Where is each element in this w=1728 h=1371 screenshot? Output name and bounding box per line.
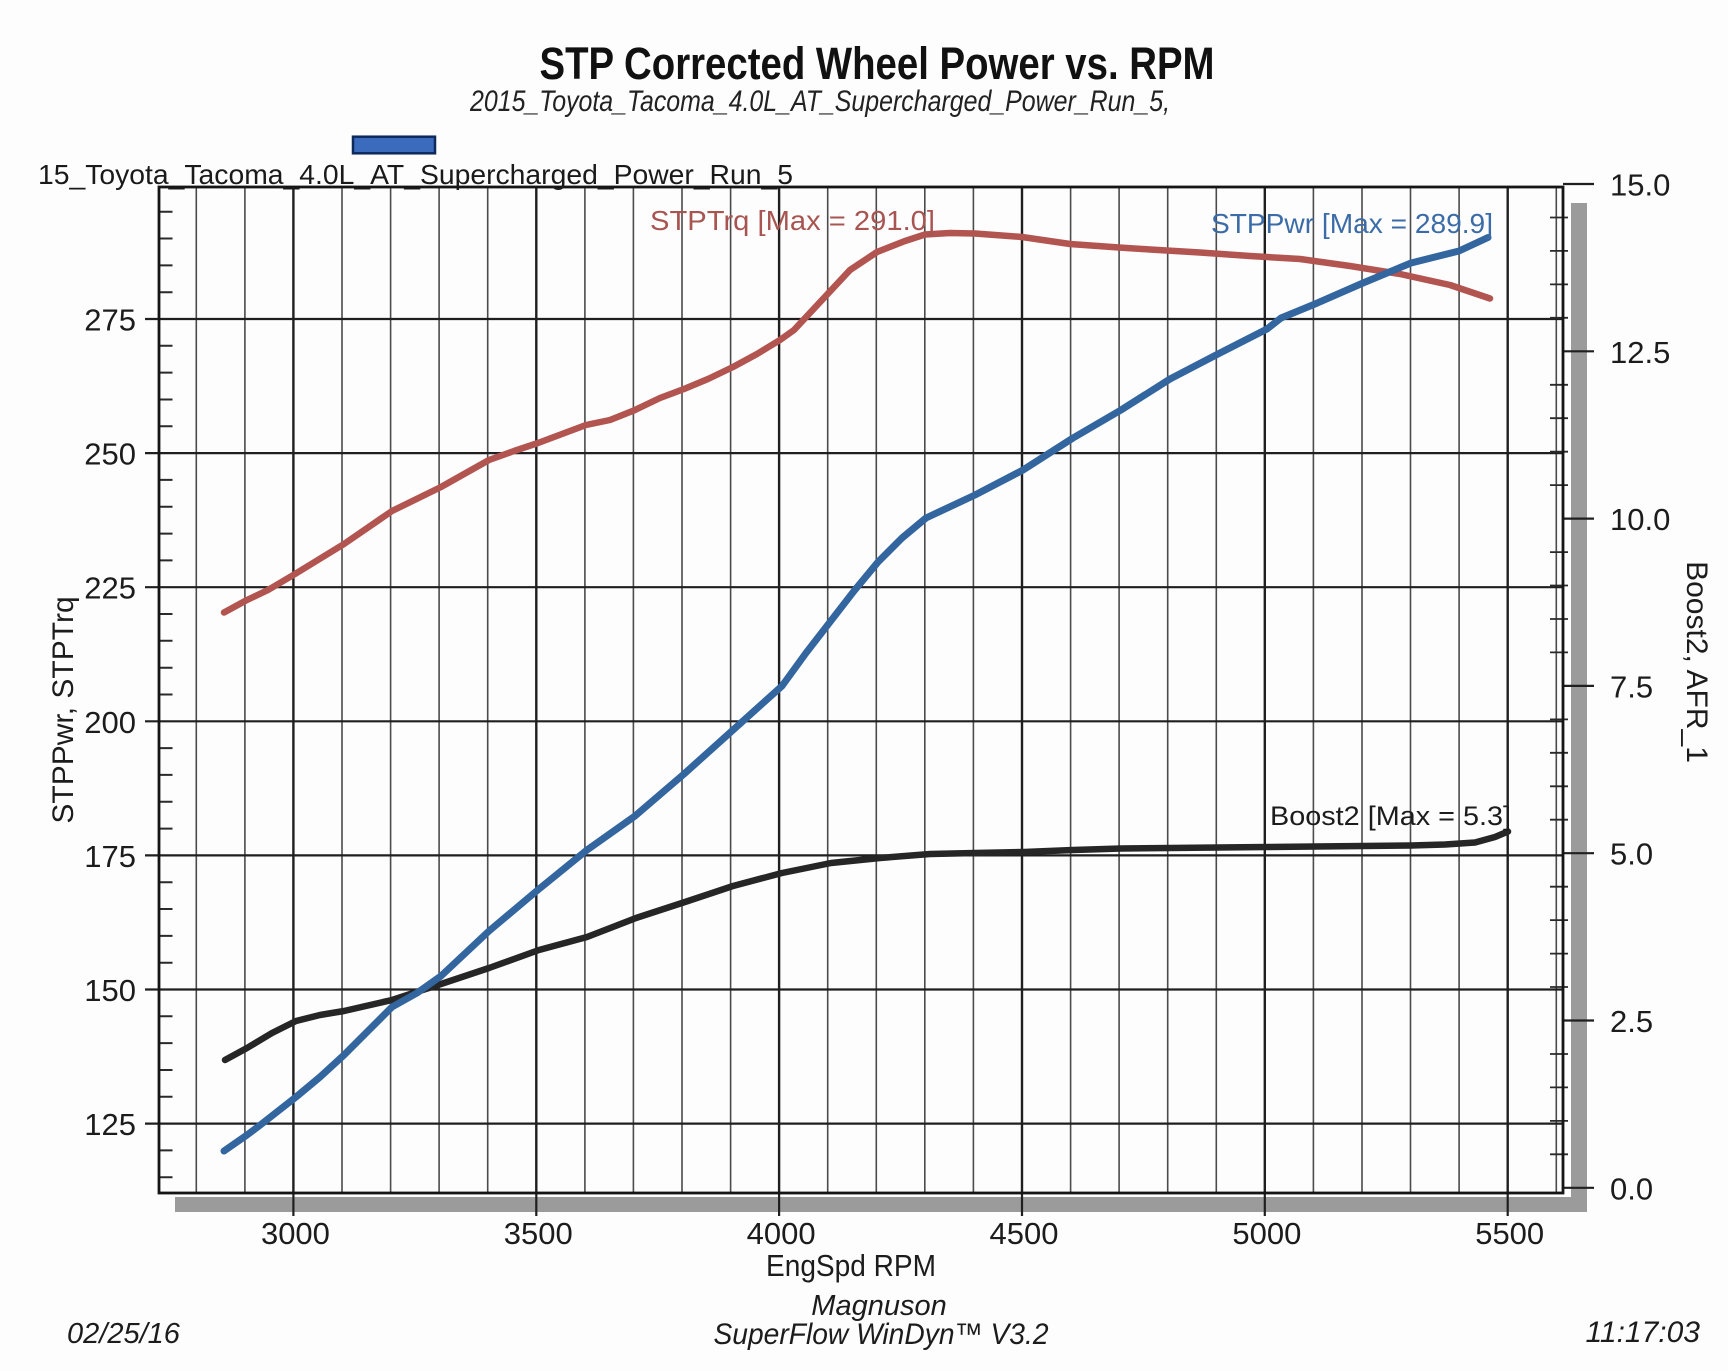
svg-text:STPTrq [Max = 291.0]: STPTrq [Max = 291.0] (650, 205, 935, 236)
svg-text:4500: 4500 (990, 1216, 1059, 1251)
svg-text:225: 225 (84, 571, 136, 606)
svg-text:10.0: 10.0 (1610, 502, 1670, 537)
svg-text:7.5: 7.5 (1610, 669, 1653, 704)
svg-text:STP Corrected Wheel Power vs.: STP Corrected Wheel Power vs. RPM (540, 38, 1215, 89)
svg-text:Boost2, AFR_1: Boost2, AFR_1 (1680, 561, 1713, 763)
svg-text:EngSpd RPM: EngSpd RPM (766, 1248, 936, 1283)
svg-text:150: 150 (84, 973, 136, 1008)
svg-text:5000: 5000 (1232, 1216, 1301, 1251)
svg-text:175: 175 (84, 839, 136, 874)
svg-text:STPPwr [Max = 289.9]: STPPwr [Max = 289.9] (1211, 208, 1493, 239)
svg-text:Boost2 [Max = 5.3]: Boost2 [Max = 5.3] (1270, 801, 1511, 831)
svg-text:3500: 3500 (504, 1216, 573, 1251)
svg-text:250: 250 (84, 437, 136, 472)
svg-text:02/25/16: 02/25/16 (67, 1318, 181, 1350)
svg-text:5.0: 5.0 (1610, 837, 1653, 872)
svg-text:SuperFlow WinDyn™ V3.2: SuperFlow WinDyn™ V3.2 (714, 1318, 1049, 1351)
svg-text:STPPwr, STPTrq: STPPwr, STPTrq (47, 596, 80, 823)
svg-text:5500: 5500 (1475, 1216, 1544, 1251)
svg-text:11:17:03: 11:17:03 (1585, 1316, 1700, 1349)
svg-text:15_Toyota_Tacoma_4.0L_AT_Super: 15_Toyota_Tacoma_4.0L_AT_Supercharged_Po… (38, 159, 793, 190)
svg-text:3000: 3000 (261, 1216, 330, 1251)
svg-text:2.5: 2.5 (1610, 1004, 1653, 1039)
svg-text:Magnuson: Magnuson (811, 1290, 946, 1322)
svg-text:15.0: 15.0 (1610, 168, 1670, 203)
svg-text:275: 275 (84, 303, 136, 338)
svg-text:0.0: 0.0 (1610, 1171, 1653, 1206)
svg-text:4000: 4000 (747, 1216, 816, 1251)
svg-text:200: 200 (84, 705, 136, 740)
svg-text:2015_Toyota_Tacoma_4.0L_AT_Sup: 2015_Toyota_Tacoma_4.0L_AT_Supercharged_… (469, 85, 1170, 118)
svg-text:12.5: 12.5 (1610, 335, 1670, 370)
svg-text:125: 125 (84, 1107, 136, 1142)
